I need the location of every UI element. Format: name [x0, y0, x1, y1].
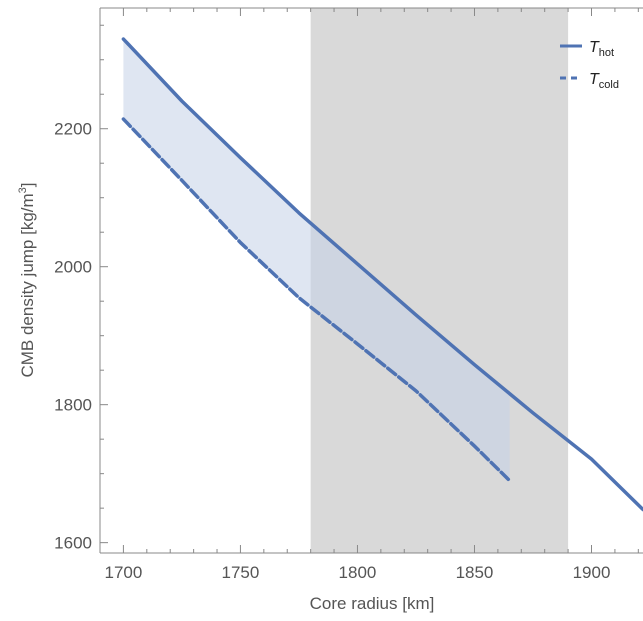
- legend-hot-label: Thot: [589, 39, 614, 59]
- frame-layer: [99, 7, 643, 554]
- legend-cold-main: T: [589, 71, 600, 88]
- legend: Thot Tcold: [560, 39, 619, 91]
- x-axis-title: Core radius [km]: [310, 594, 435, 613]
- ticks-layer: 1700 1750 1800 1850 1900 1600 1800 2000 2200: [54, 8, 639, 582]
- legend-cold-label: Tcold: [589, 71, 619, 91]
- legend-cold-sub: cold: [599, 79, 619, 91]
- x-tick-label: 1700: [104, 563, 142, 582]
- x-tick-label: 1900: [573, 563, 611, 582]
- x-tick-label: 1850: [456, 563, 494, 582]
- band-fill: [123, 39, 510, 481]
- y-tick-label: 2200: [54, 120, 92, 139]
- y-tick-label: 1800: [54, 396, 92, 415]
- y-axis-title-superscript: 3: [17, 187, 29, 193]
- x-tick-label: 1800: [339, 563, 377, 582]
- legend-hot-sub: hot: [599, 47, 614, 59]
- y-tick-label: 2000: [54, 258, 92, 277]
- y-axis-title-end: ]: [18, 182, 37, 187]
- y-axis-title: CMB density jump [kg/m3]: [17, 182, 37, 377]
- legend-hot-main: T: [589, 39, 600, 56]
- series-hot-line: [121, 37, 643, 512]
- y-tick-label: 1600: [54, 534, 92, 553]
- y-axis-title-main: CMB density jump [kg/m: [18, 193, 37, 377]
- series-layer: [121, 37, 643, 512]
- series-cold-line: [121, 117, 512, 483]
- band-layer: [123, 39, 510, 481]
- x-tick-label: 1750: [222, 563, 260, 582]
